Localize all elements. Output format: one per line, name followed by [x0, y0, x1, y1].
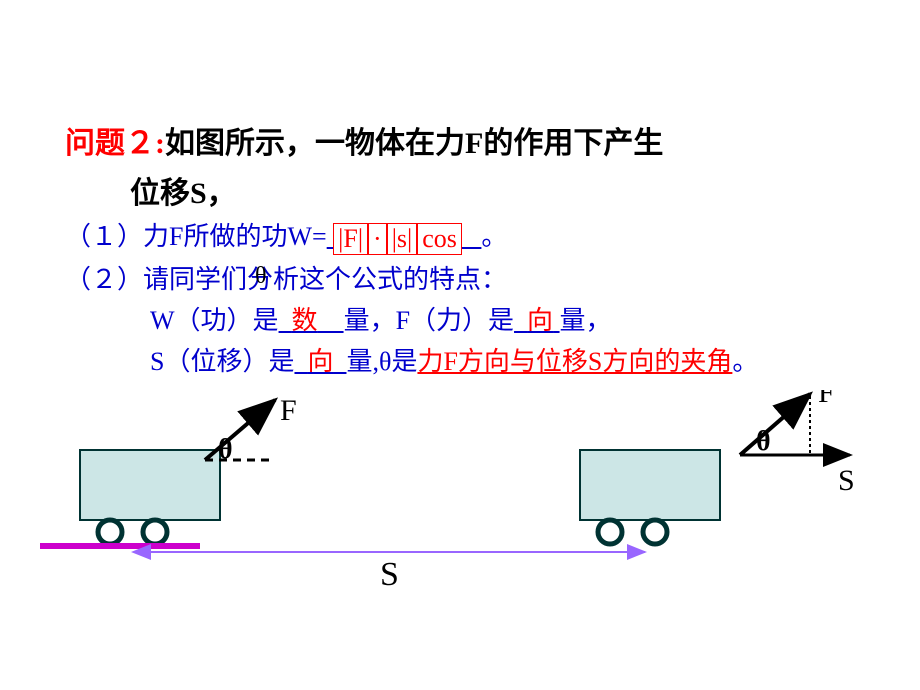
part2-intro-text: （２）请同学们分析这个公式的特点：θ: [65, 259, 507, 296]
displacement-label: S: [380, 556, 399, 593]
part2-row-b: S（位移）是 向 量,θ是力F方向与位移S方向的夹角。: [65, 341, 885, 378]
row-b-1: S（位移）是: [150, 347, 294, 376]
theta-1-label: θ: [218, 434, 233, 465]
row-b-2: 量,θ是: [346, 347, 417, 376]
row-a-ans1: 数: [292, 306, 318, 335]
force-1-label: F: [280, 394, 297, 427]
formula-dot: ·: [368, 223, 387, 255]
part1-line: （１）力F所做的功W= |F|·|s|cos 。: [65, 216, 885, 255]
row-a-2: 量，F（力）是: [344, 306, 514, 335]
force-2-arrow: [740, 394, 810, 455]
text-content: 问题２:如图所示，一物体在力F的作用下产生 位移S， （１）力F所做的功W= |…: [65, 120, 885, 378]
cart-2-wheel-1: [598, 520, 622, 544]
formula-f: |F|: [333, 223, 368, 255]
theta-2-label: θ: [756, 426, 771, 457]
physics-diagram: F θ S F θ S: [40, 390, 890, 650]
cart-2-wheel-2: [643, 520, 667, 544]
row-b-3: 。: [732, 347, 758, 376]
part1-suffix: 。: [481, 222, 507, 251]
row-b-ans2: 力F方向与位移S方向的夹角: [417, 347, 732, 376]
row-a-ans2: 向: [527, 306, 553, 335]
row-a-1: W（功）是: [150, 306, 279, 335]
formula-cos: cos: [417, 223, 462, 255]
row-a-blank1: 数: [279, 306, 344, 335]
row-a-blank2: 向: [514, 306, 560, 335]
part1-underline: |F|·|s|cos: [327, 222, 482, 251]
row-b-ans1: 向: [307, 347, 333, 376]
cart-1-body: [80, 450, 220, 520]
question-label: 问题２:: [65, 127, 165, 160]
part2-intro: （２）请同学们分析这个公式的特点：θ: [65, 259, 885, 296]
diagram-svg: F θ S F θ S: [40, 390, 890, 650]
theta-overlay-char: θ: [255, 263, 267, 290]
row-a-3: 量，: [560, 306, 612, 335]
cart-2-body: [580, 450, 720, 520]
part1-prefix: （１）力F所做的功W=: [65, 222, 327, 251]
force-1-arrow: [205, 400, 275, 460]
question-line-2: 位移S，: [65, 168, 885, 212]
s-2-label: S: [838, 464, 855, 497]
question-line-1: 问题２:如图所示，一物体在力F的作用下产生: [65, 120, 885, 168]
cart-1-wheel-1: [98, 520, 122, 544]
question-text-1: 如图所示，一物体在力F的作用下产生: [165, 127, 663, 160]
formula-s: |s|: [387, 223, 418, 255]
part2-row-a: W（功）是 数 量，F（力）是 向 量，: [65, 300, 885, 337]
row-b-blank1: 向: [294, 347, 346, 376]
force-2-label: F: [818, 390, 835, 409]
cart-1-wheel-2: [143, 520, 167, 544]
